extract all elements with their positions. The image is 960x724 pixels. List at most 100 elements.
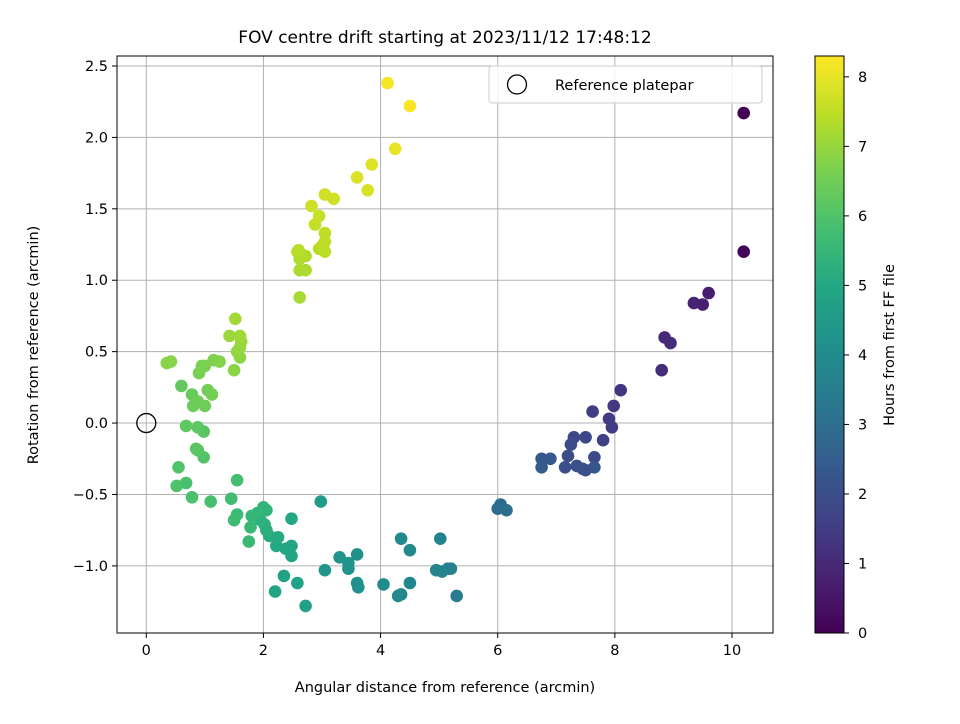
data-point [164, 355, 178, 368]
data-point [544, 452, 557, 466]
data-point [170, 479, 183, 493]
colorbar-tick-label: 8 [858, 70, 867, 86]
y-tick-label: 0.5 [85, 345, 108, 361]
y-axis-ticks: −1.0 −0.5 0.0 0.5 1.0 1.5 2.0 2.5 [73, 59, 117, 575]
colorbar-tick-label: 1 [858, 556, 867, 572]
data-point [299, 599, 312, 613]
colorbar-label: Hours from first FF file [882, 264, 898, 426]
data-point [312, 209, 326, 223]
data-point [377, 578, 390, 591]
data-point [198, 399, 212, 413]
data-point [737, 245, 750, 258]
data-point [299, 263, 312, 277]
data-point [245, 509, 258, 523]
data-point [189, 442, 203, 456]
data-point [233, 329, 247, 343]
x-tick-label: 4 [376, 643, 385, 659]
data-point [172, 461, 185, 474]
data-point [223, 329, 236, 343]
x-tick-label: 6 [493, 643, 502, 659]
legend-entry-label: Reference platepar [555, 78, 693, 94]
reference-layer [136, 412, 157, 434]
data-point [224, 492, 238, 506]
colorbar-tick-label: 2 [858, 487, 867, 503]
data-point [191, 421, 205, 434]
legend-box [488, 65, 763, 104]
data-point [293, 291, 307, 304]
data-point [227, 363, 241, 377]
data-point [696, 298, 709, 311]
data-point [664, 336, 677, 350]
data-point [558, 461, 572, 474]
data-point [277, 569, 291, 583]
legend-reference-marker [506, 74, 528, 95]
x-tick-label: 8 [610, 643, 619, 659]
y-axis-label: Rotation from reference (arcmin) [26, 226, 42, 465]
data-point [291, 576, 304, 590]
x-tick-label: 10 [723, 643, 741, 659]
y-tick-label: −0.5 [73, 487, 108, 503]
data-point [391, 589, 405, 603]
colorbar-tick-label: 0 [858, 626, 867, 642]
data-point [179, 419, 193, 433]
data-point [737, 106, 750, 120]
data-point [185, 491, 199, 504]
colorbar-tick-label: 3 [858, 417, 867, 433]
data-point [561, 449, 575, 463]
data-point [450, 589, 464, 603]
colorbar-tick-label: 6 [858, 209, 867, 225]
x-axis-ticks: 0 2 4 6 8 10 [142, 633, 741, 659]
data-point [229, 312, 242, 326]
legend: Reference platepar [488, 65, 763, 104]
data-point [342, 562, 355, 575]
data-point [318, 563, 332, 577]
data-point [352, 581, 365, 594]
y-tick-label: −1.0 [73, 559, 108, 575]
data-point [230, 473, 244, 487]
data-point [175, 379, 188, 393]
data-point [388, 142, 402, 156]
data-point [596, 433, 610, 447]
data-point [500, 503, 513, 517]
chart-title: FOV centre drift starting at 2023/11/12 … [238, 28, 651, 48]
data-point [204, 495, 217, 508]
y-tick-label: 2.5 [85, 59, 108, 75]
y-tick-label: 2.0 [85, 130, 108, 146]
data-point [607, 399, 620, 413]
data-point [702, 286, 715, 300]
data-point [579, 431, 592, 444]
data-point [403, 576, 417, 590]
colorbar-tick-label: 5 [858, 278, 867, 294]
data-point [655, 363, 668, 377]
data-point [227, 513, 241, 527]
data-point [614, 383, 627, 397]
data-point [314, 495, 328, 508]
data-points [160, 76, 750, 613]
colorbar-ticks: 0 1 2 3 4 5 6 7 8 [844, 70, 867, 642]
colorbar [814, 55, 845, 634]
data-point [394, 532, 408, 545]
data-point [381, 76, 394, 90]
data-point [350, 171, 364, 184]
data-point [429, 563, 443, 577]
data-point [361, 184, 375, 197]
data-point [205, 388, 219, 401]
data-point [268, 585, 282, 598]
data-point [350, 548, 364, 561]
data-point [605, 421, 619, 434]
data-point [333, 551, 346, 564]
colorbar-tick-label: 7 [858, 139, 867, 155]
data-point [535, 461, 548, 474]
data-point [318, 226, 332, 240]
y-tick-label: 0.0 [85, 416, 108, 432]
data-point [292, 243, 305, 257]
x-axis-label: Angular distance from reference (arcmin) [295, 680, 595, 696]
data-point [586, 405, 599, 418]
data-point [305, 199, 318, 213]
data-point [588, 461, 601, 474]
data-point [403, 543, 417, 557]
axes-frame [116, 55, 774, 634]
y-tick-label: 1.5 [85, 202, 108, 218]
